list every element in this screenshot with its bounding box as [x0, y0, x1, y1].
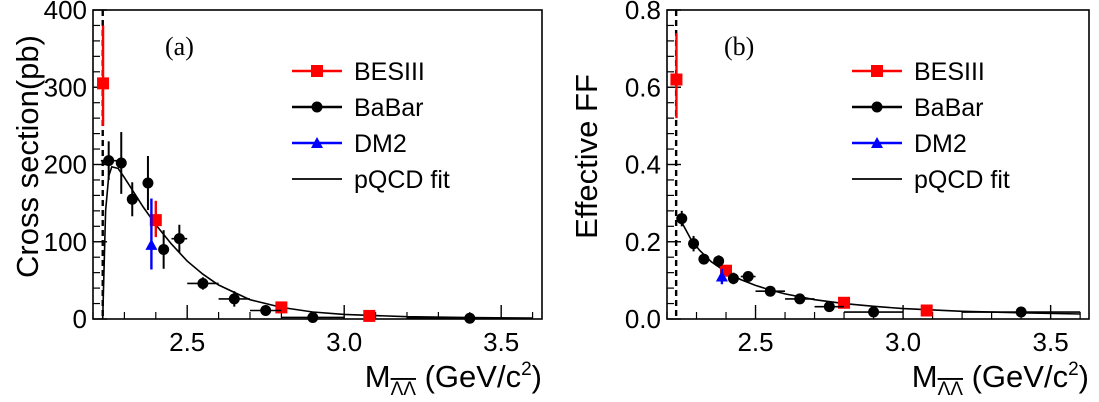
legend-label: pQCD fit [354, 166, 450, 194]
data-point-besiii [920, 304, 933, 317]
y-tick-label: 0.6 [625, 72, 661, 102]
series-besiii [97, 25, 376, 322]
data-point-besiii [670, 73, 683, 86]
data-point-babar [464, 312, 476, 324]
data-point-besiii [363, 309, 376, 322]
legend: BESIII BaBar DM2 pQCD fit [292, 58, 450, 194]
data-point-besiii [838, 296, 851, 309]
y-tick-label: 200 [44, 150, 87, 180]
x-tick-label: 3.5 [483, 327, 519, 357]
y-axis-label: Effective FF [569, 74, 604, 239]
legend-marker [871, 65, 883, 77]
y-tick-label: 0.0 [625, 304, 661, 334]
legend-entry-pqcd-fit: pQCD fit [852, 166, 1010, 194]
legend-label: BESIII [354, 58, 425, 86]
legend-marker [871, 101, 883, 113]
series-babar [100, 132, 533, 324]
legend-label: BaBar [914, 94, 983, 122]
legend-marker [311, 101, 323, 113]
series-dm2 [145, 198, 158, 270]
legend-label: DM2 [354, 130, 407, 158]
y-tick-label: 0.2 [625, 227, 661, 257]
data-point-babar [158, 243, 170, 255]
data-point-besiii [275, 301, 288, 314]
series-dm2 [715, 268, 728, 285]
legend-entry-besiii: BESIII [292, 58, 425, 86]
data-point-babar [197, 277, 209, 289]
data-point-dm2 [715, 270, 728, 282]
legend-label: BESIII [914, 58, 985, 86]
x-tick-label: 3.0 [326, 327, 362, 357]
chart-panel-a: 0 100 200 300 400 2.5 3.0 3.5 Cross section(pb) M… [10, 0, 543, 400]
data-point-babar [794, 293, 806, 305]
x-axis-label-units: (GeV/c [416, 359, 521, 394]
x-axis-label-close: ) [1079, 359, 1089, 394]
data-point-babar [676, 213, 688, 225]
x-axis-label-main: M [365, 359, 391, 394]
data-point-besiii [149, 214, 162, 227]
data-point-babar [115, 157, 127, 169]
legend-entry-besiii: BESIII [852, 58, 985, 86]
x-axis-label-main: M [912, 359, 938, 394]
legend-marker [871, 137, 883, 148]
x-axis-label-units: (GeV/c [963, 359, 1068, 394]
data-point-babar [698, 253, 710, 265]
plot-frame [92, 9, 543, 320]
data-point-babar [142, 177, 154, 189]
data-point-dm2 [145, 238, 158, 250]
y-tick-label: 300 [44, 72, 87, 102]
panel-label: (b) [724, 32, 754, 61]
y-tick-label: 100 [44, 227, 87, 257]
x-axis-label-close: ) [532, 359, 542, 394]
data-point-babar [823, 301, 835, 313]
data-point-babar [307, 311, 319, 323]
y-tick-label: 0.4 [625, 150, 661, 180]
x-tick-label: 2.5 [169, 327, 205, 357]
x-tick-label: 2.5 [737, 327, 773, 357]
legend-label: DM2 [914, 130, 967, 158]
legend-marker [311, 137, 323, 148]
data-point-babar [1015, 306, 1027, 318]
x-axis-label: MΛΛ (GeV/c2) [912, 359, 1089, 400]
data-point-babar [126, 193, 138, 205]
pqcd-fit-curve [101, 165, 533, 320]
legend-marker [311, 65, 323, 77]
x-axis-label-subscript: ΛΛ [938, 379, 964, 400]
series-besiii [670, 33, 933, 317]
legend-label: pQCD fit [914, 166, 1010, 194]
legend-entry-dm2: DM2 [852, 130, 967, 158]
data-point-babar [103, 155, 115, 167]
x-tick-label: 3.0 [885, 327, 921, 357]
pqcd-fit-curve [681, 222, 1081, 315]
legend-entry-babar: BaBar [852, 94, 983, 122]
data-point-babar [868, 306, 880, 318]
x-axis-label: MΛΛ (GeV/c2) [365, 359, 542, 400]
data-point-babar [688, 238, 700, 250]
series-babar [676, 210, 1081, 318]
data-point-babar [742, 271, 754, 283]
legend-entry-pqcd-fit: pQCD fit [292, 166, 450, 194]
legend-entry-dm2: DM2 [292, 130, 407, 158]
data-point-babar [228, 293, 240, 305]
x-axis-label-exponent: 2 [521, 359, 532, 380]
data-point-besiii [97, 77, 110, 90]
x-axis-label-subscript: ΛΛ [391, 379, 417, 400]
y-tick-label: 0 [73, 304, 87, 334]
chart-panel-b: 0.0 0.2 0.4 0.6 0.8 2.5 3.0 3.5 Effective FF MΛΛ … [569, 0, 1090, 400]
data-point-babar [764, 285, 776, 297]
x-axis-label-exponent: 2 [1068, 359, 1079, 380]
y-tick-label: 0.8 [625, 0, 661, 25]
data-point-babar [713, 255, 725, 267]
legend-label: BaBar [354, 94, 423, 122]
data-point-babar [727, 272, 739, 284]
panel-label: (a) [165, 32, 194, 61]
y-axis-label: Cross section(pb) [10, 35, 45, 278]
legend: BESIII BaBar DM2 pQCD fit [852, 58, 1010, 194]
x-tick-label: 3.5 [1033, 327, 1069, 357]
legend-entry-babar: BaBar [292, 94, 423, 122]
data-point-babar [173, 233, 185, 245]
data-point-babar [260, 305, 272, 317]
y-tick-label: 400 [44, 0, 87, 25]
